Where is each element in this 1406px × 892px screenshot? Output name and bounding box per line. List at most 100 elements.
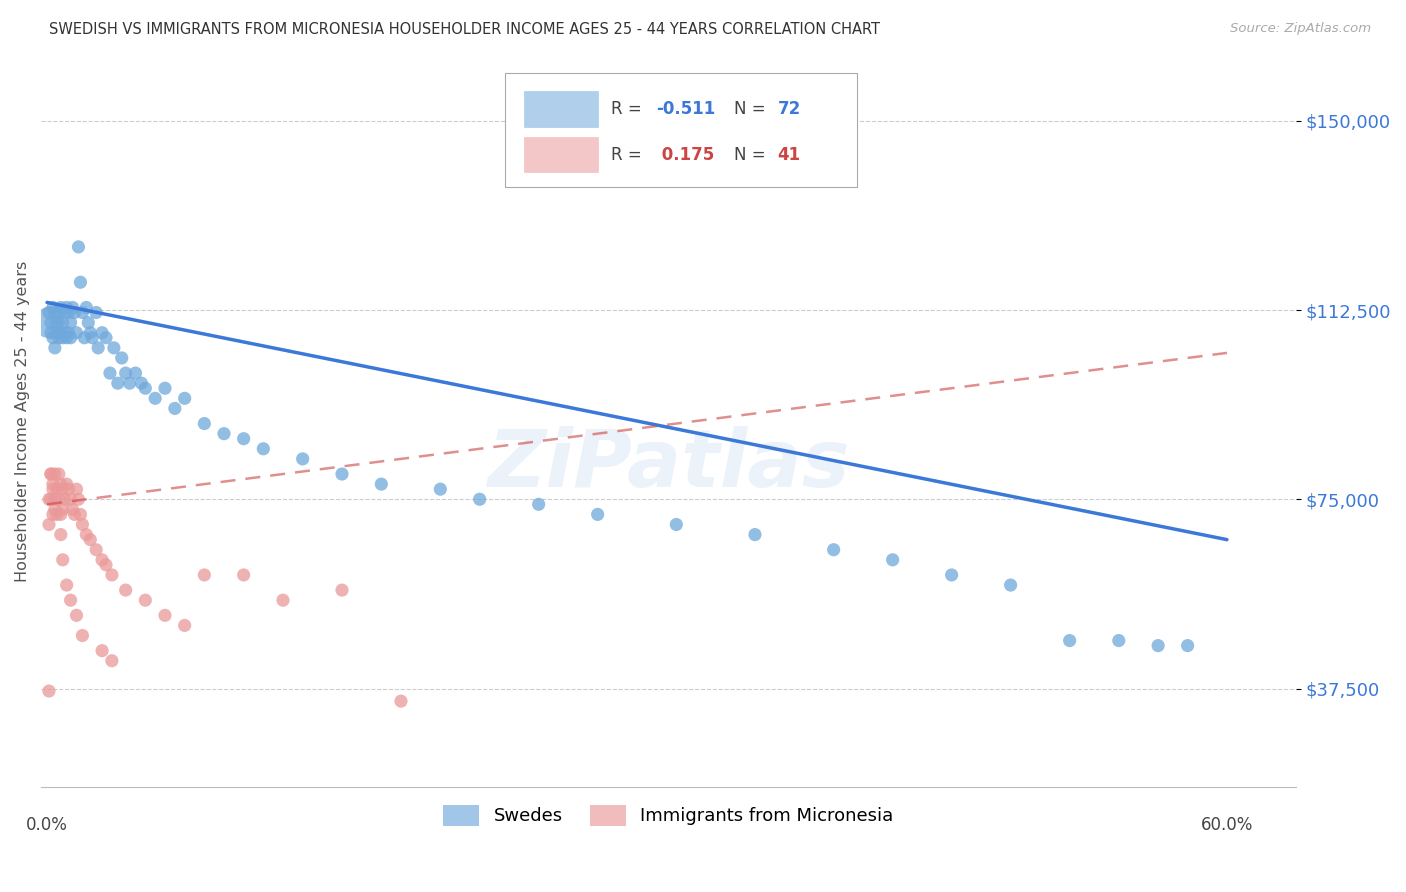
Point [65, 326, 87, 340]
Point [38, 684, 60, 698]
Point [193, 568, 215, 582]
Point [62, 502, 84, 516]
Text: ZiPatlas: ZiPatlas [486, 426, 849, 504]
Point [370, 477, 392, 491]
Point [429, 482, 451, 496]
Y-axis label: Householder Income Ages 25 - 44 years: Householder Income Ages 25 - 44 years [15, 260, 30, 582]
Point [42, 301, 65, 315]
Point [107, 376, 129, 391]
Point [45, 508, 67, 522]
Point [91, 643, 114, 657]
Point [67, 492, 90, 507]
Point [252, 442, 274, 456]
Point [52, 502, 75, 516]
Point [153, 381, 176, 395]
Point [82, 331, 104, 345]
Point [212, 426, 235, 441]
Point [941, 568, 963, 582]
Point [49, 508, 72, 522]
Point [94, 331, 117, 345]
Text: 60.0%: 60.0% [1201, 816, 1253, 834]
Point [69, 508, 91, 522]
Point [59, 492, 82, 507]
Point [44, 305, 66, 319]
Point [79, 326, 101, 340]
Point [72, 305, 94, 319]
Point [193, 417, 215, 431]
Point [49, 326, 72, 340]
Point [48, 331, 70, 345]
Point [291, 451, 314, 466]
Point [330, 583, 353, 598]
Point [1108, 633, 1130, 648]
Point [665, 517, 688, 532]
Point [69, 275, 91, 289]
Point [153, 608, 176, 623]
Point [114, 366, 136, 380]
Point [823, 542, 845, 557]
Point [173, 392, 195, 406]
Point [59, 593, 82, 607]
Point [1059, 633, 1081, 648]
FancyBboxPatch shape [524, 136, 598, 172]
Point [48, 492, 70, 507]
Point [44, 467, 66, 481]
Point [59, 316, 82, 330]
Point [65, 608, 87, 623]
Point [55, 331, 77, 345]
Point [44, 341, 66, 355]
Point [65, 482, 87, 496]
Text: R =: R = [610, 145, 647, 163]
FancyBboxPatch shape [505, 73, 856, 186]
Point [52, 316, 75, 330]
Point [62, 301, 84, 315]
Point [143, 392, 166, 406]
Point [79, 533, 101, 547]
Text: 0.0%: 0.0% [27, 816, 67, 834]
Point [58, 305, 80, 319]
Point [55, 301, 77, 315]
Point [882, 553, 904, 567]
Point [53, 326, 76, 340]
Point [48, 467, 70, 481]
Point [72, 628, 94, 642]
Point [39, 316, 62, 330]
Point [52, 331, 75, 345]
Point [124, 366, 146, 380]
Text: 72: 72 [778, 100, 801, 118]
Point [75, 527, 97, 541]
Point [42, 331, 65, 345]
Text: N =: N = [734, 100, 770, 118]
Point [91, 553, 114, 567]
Point [131, 376, 153, 391]
Point [84, 305, 107, 319]
Point [39, 326, 62, 340]
Point [42, 482, 65, 496]
Point [39, 467, 62, 481]
Text: SWEDISH VS IMMIGRANTS FROM MICRONESIA HOUSEHOLDER INCOME AGES 25 - 44 YEARS CORR: SWEDISH VS IMMIGRANTS FROM MICRONESIA HO… [49, 22, 880, 37]
Point [73, 331, 96, 345]
Text: R =: R = [610, 100, 647, 118]
Point [271, 593, 294, 607]
Point [38, 517, 60, 532]
Point [101, 654, 124, 668]
Point [527, 497, 550, 511]
Point [103, 341, 125, 355]
Point [134, 381, 156, 395]
Point [63, 508, 86, 522]
Point [52, 553, 75, 567]
Text: N =: N = [734, 145, 770, 163]
Point [114, 583, 136, 598]
Point [101, 568, 124, 582]
Point [134, 593, 156, 607]
Point [49, 477, 72, 491]
Point [45, 316, 67, 330]
Point [98, 366, 121, 380]
Point [232, 568, 254, 582]
Point [111, 351, 134, 365]
Point [45, 326, 67, 340]
Point [45, 482, 67, 496]
Point [58, 326, 80, 340]
Point [39, 467, 62, 481]
Point [173, 618, 195, 632]
